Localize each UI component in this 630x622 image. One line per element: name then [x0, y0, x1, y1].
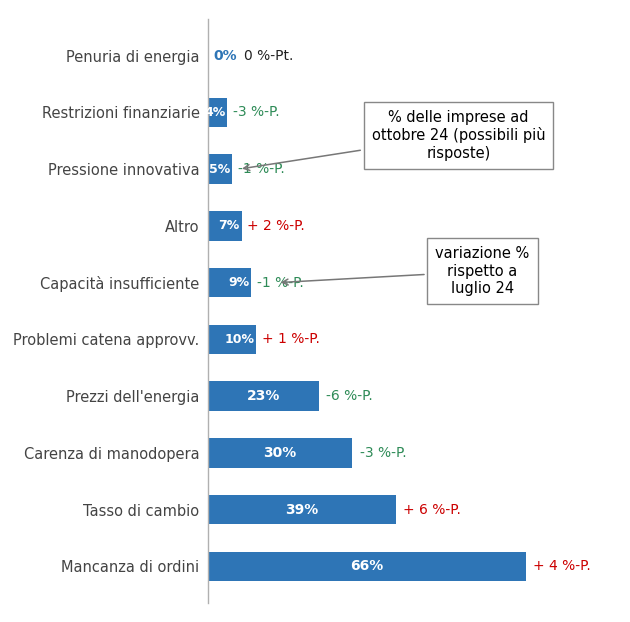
Text: 0%: 0% [214, 49, 238, 63]
Text: % delle imprese ad
ottobre 24 (possibili più
risposte): % delle imprese ad ottobre 24 (possibili… [244, 109, 545, 170]
Text: + 2 %-P.: + 2 %-P. [248, 219, 305, 233]
Text: 0 %-Pt.: 0 %-Pt. [244, 49, 294, 63]
Text: + 6 %-P.: + 6 %-P. [403, 503, 461, 517]
Text: + 1 %-P.: + 1 %-P. [262, 332, 320, 346]
Text: -1 %-P.: -1 %-P. [238, 162, 285, 176]
Text: + 4 %-P.: + 4 %-P. [533, 559, 591, 573]
Bar [208, 268, 251, 297]
Text: -6 %-P.: -6 %-P. [326, 389, 373, 403]
Bar [208, 381, 319, 411]
Text: 23%: 23% [246, 389, 280, 403]
Bar [208, 211, 242, 241]
Text: 30%: 30% [263, 446, 297, 460]
Bar [208, 552, 526, 581]
Text: 10%: 10% [224, 333, 254, 346]
Bar [208, 495, 396, 524]
Bar [208, 438, 352, 468]
Text: -3 %-P.: -3 %-P. [360, 446, 406, 460]
Text: 66%: 66% [350, 559, 384, 573]
Text: variazione %
rispetto a
luglio 24: variazione % rispetto a luglio 24 [282, 246, 530, 296]
Text: 5%: 5% [209, 162, 230, 175]
Bar [208, 325, 256, 354]
Text: 7%: 7% [219, 220, 239, 233]
Text: 9%: 9% [228, 276, 249, 289]
Bar [208, 154, 232, 184]
Bar [208, 98, 227, 127]
Text: 39%: 39% [285, 503, 319, 517]
Text: -1 %-P.: -1 %-P. [257, 276, 304, 290]
Text: -3 %-P.: -3 %-P. [233, 105, 280, 119]
Text: 4%: 4% [204, 106, 226, 119]
